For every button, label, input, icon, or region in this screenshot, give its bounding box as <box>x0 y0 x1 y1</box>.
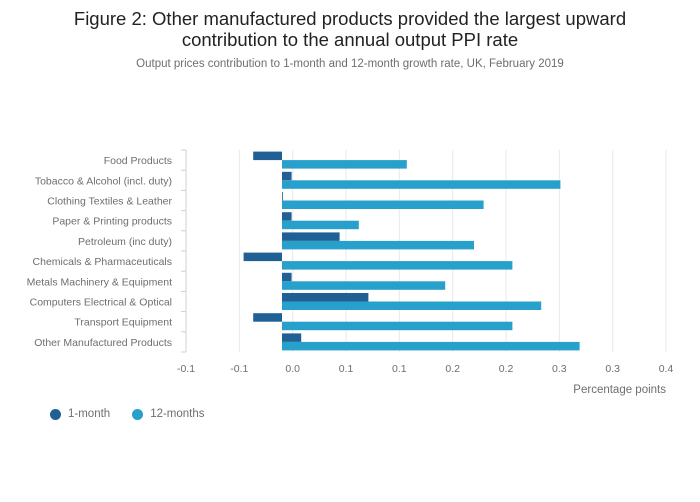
bar-12-months <box>282 341 580 351</box>
bar-12-months <box>282 321 513 331</box>
category-label: Other Manufactured Products <box>34 337 172 349</box>
category-label: Paper & Printing products <box>52 216 172 228</box>
bar-1-month <box>282 212 292 221</box>
category-label: Computers Electrical & Optical <box>30 297 172 309</box>
category-label: Clothing Textiles & Leather <box>47 196 172 208</box>
x-axis-title: Percentage points <box>573 384 666 396</box>
bar-12-months <box>282 261 513 270</box>
x-tick-label: 0.3 <box>605 363 620 375</box>
category-label: Tobacco & Alcohol (incl. duty) <box>35 175 172 187</box>
bar-12-months <box>282 220 359 230</box>
bar-12-months <box>282 200 484 209</box>
bar-1-month <box>243 252 282 262</box>
legend-label-12-months: 12-months <box>150 408 205 420</box>
legend-item-1-month[interactable]: 1-month <box>50 408 110 420</box>
category-label: Petroleum (inc duty) <box>78 236 172 248</box>
legend-swatch-12-months <box>132 408 144 420</box>
chart-title-line-2: contribution to the annual output PPI ra… <box>181 29 519 50</box>
category-label: Transport Equipment <box>74 317 172 329</box>
bar-12-months <box>282 301 542 310</box>
x-tick-label: 0.4 <box>659 363 674 375</box>
x-tick-label: 0.2 <box>445 363 460 375</box>
category-label: Chemicals & Pharmaceuticals <box>33 256 172 268</box>
bar-12-months <box>282 180 561 189</box>
bar-12-months <box>282 240 474 250</box>
legend-swatch-1-month <box>50 408 61 420</box>
bar-1-month <box>282 232 340 241</box>
bar-1-month <box>253 151 282 161</box>
chart-subtitle: Output prices contribution to 1-month an… <box>136 58 564 70</box>
legend-label-1-month: 1-month <box>68 408 111 420</box>
bar-1-month <box>282 272 292 282</box>
x-tick-label: -0.1 <box>230 363 248 375</box>
bar-1-month <box>282 293 369 302</box>
legend-item-12-months[interactable]: 12-months <box>132 408 205 420</box>
bar-1-month <box>253 313 282 322</box>
legend: 1-month 12-months <box>50 408 205 420</box>
chart-title-line-1: Figure 2: Other manufactured products pr… <box>73 8 627 29</box>
category-label: Food Products <box>104 155 172 167</box>
x-tick-label: 0.1 <box>392 363 407 375</box>
category-label: Metals Machinery & Equipment <box>27 276 172 288</box>
x-tick-label: 0.2 <box>499 363 514 375</box>
x-tick-label: 0.3 <box>552 363 567 375</box>
x-tick-label: -0.1 <box>177 363 195 375</box>
x-tick-label: 0.0 <box>285 363 300 375</box>
chart-title: Figure 2: Other manufactured products pr… <box>0 8 700 50</box>
bar-1-month <box>282 333 302 342</box>
bar-12-months <box>282 160 407 169</box>
bar-12-months <box>282 281 446 290</box>
bar-1-month <box>282 171 292 181</box>
x-tick-label: 0.1 <box>339 363 354 375</box>
bar-1-month <box>282 192 283 201</box>
